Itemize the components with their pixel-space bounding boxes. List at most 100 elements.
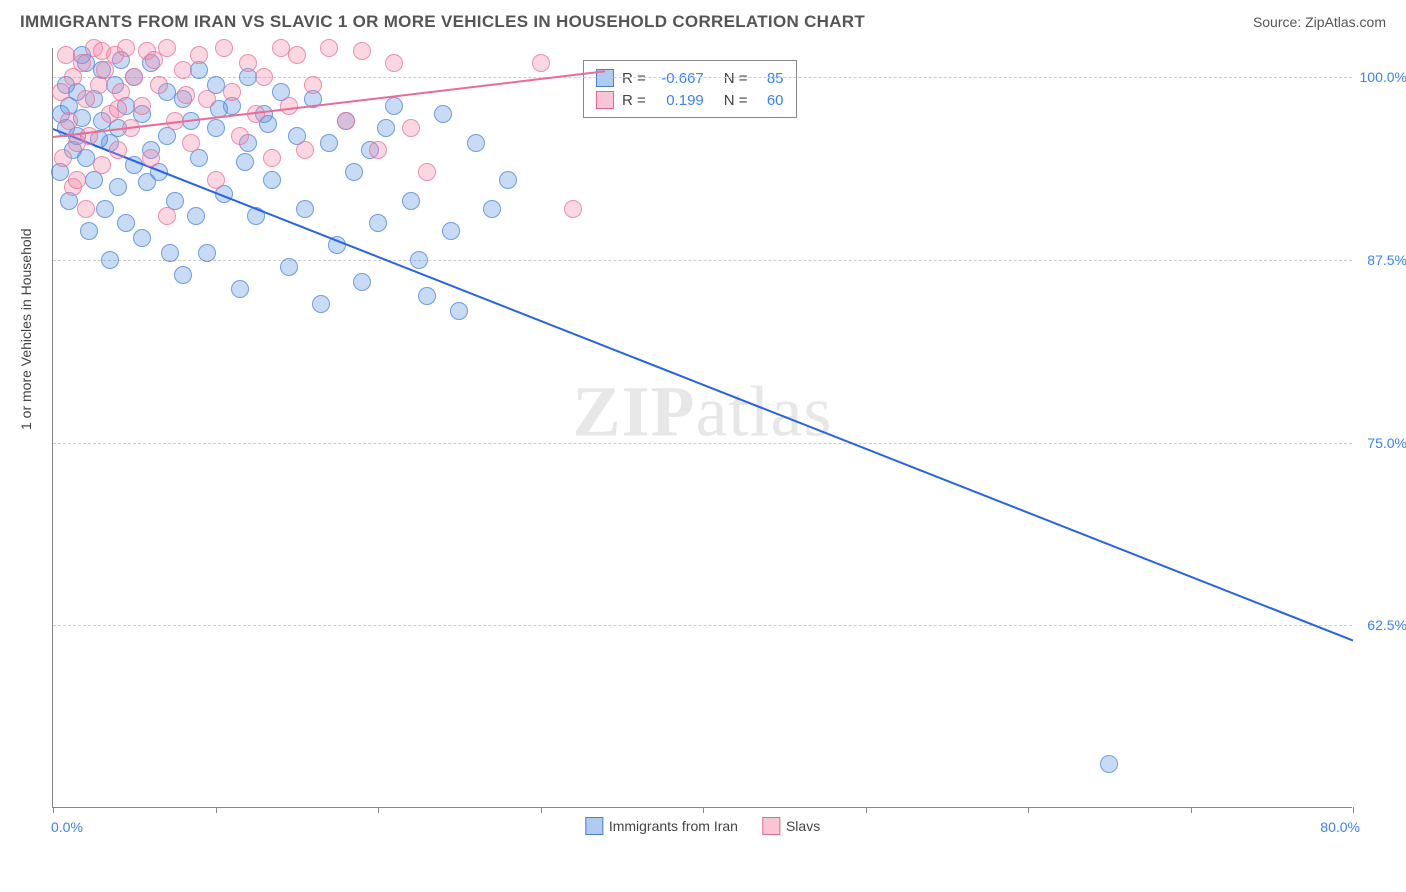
x-tick	[1191, 807, 1192, 813]
data-point	[532, 54, 550, 72]
x-axis-label-start: 0.0%	[51, 819, 83, 835]
legend-item: Slavs	[762, 817, 820, 835]
watermark-zip: ZIP	[573, 372, 696, 452]
data-point	[296, 141, 314, 159]
data-point	[174, 61, 192, 79]
data-point	[239, 54, 257, 72]
series-legend: Immigrants from Iran Slavs	[585, 817, 820, 835]
x-tick	[216, 807, 217, 813]
data-point	[263, 171, 281, 189]
data-point	[434, 105, 452, 123]
data-point	[499, 171, 517, 189]
data-point	[112, 83, 130, 101]
data-point	[353, 42, 371, 60]
data-point	[483, 200, 501, 218]
data-point	[564, 200, 582, 218]
x-tick	[703, 807, 704, 813]
r-label: R =	[622, 92, 646, 109]
data-point	[450, 302, 468, 320]
n-value: 60	[756, 92, 784, 109]
data-point	[320, 39, 338, 57]
source-prefix: Source:	[1253, 14, 1305, 30]
y-tick-label: 87.5%	[1367, 252, 1406, 268]
x-tick	[1028, 807, 1029, 813]
watermark-atlas: atlas	[696, 372, 833, 452]
data-point	[337, 112, 355, 130]
scatter-chart: ZIPatlas R =-0.667N =85R =0.199N =60 Imm…	[52, 48, 1352, 808]
data-point	[68, 171, 86, 189]
data-point	[73, 54, 91, 72]
data-point	[109, 178, 127, 196]
y-axis-title: 1 or more Vehicles in Household	[18, 228, 34, 430]
data-point	[442, 222, 460, 240]
data-point	[418, 163, 436, 181]
data-point	[402, 119, 420, 137]
data-point	[288, 46, 306, 64]
data-point	[150, 76, 168, 94]
chart-title: IMMIGRANTS FROM IRAN VS SLAVIC 1 OR MORE…	[20, 12, 865, 32]
data-point	[369, 141, 387, 159]
data-point	[54, 149, 72, 167]
data-point	[207, 171, 225, 189]
data-point	[304, 76, 322, 94]
data-point	[109, 141, 127, 159]
gridline	[53, 260, 1352, 261]
trend-line	[53, 128, 1354, 641]
y-tick-label: 75.0%	[1367, 435, 1406, 451]
data-point	[231, 280, 249, 298]
data-point	[198, 244, 216, 262]
data-point	[296, 200, 314, 218]
r-value: 0.199	[654, 92, 704, 109]
data-point	[101, 251, 119, 269]
data-point	[231, 127, 249, 145]
data-point	[353, 273, 371, 291]
data-point	[52, 83, 70, 101]
data-point	[174, 266, 192, 284]
data-point	[236, 153, 254, 171]
gridline	[53, 443, 1352, 444]
data-point	[198, 90, 216, 108]
data-point	[138, 173, 156, 191]
legend-item: Immigrants from Iran	[585, 817, 738, 835]
data-point	[255, 68, 273, 86]
data-point	[133, 97, 151, 115]
x-tick	[378, 807, 379, 813]
data-point	[117, 214, 135, 232]
data-point	[320, 134, 338, 152]
source-attribution: Source: ZipAtlas.com	[1253, 14, 1386, 30]
data-point	[223, 83, 241, 101]
legend-row: R = 0.199 N = 60	[596, 89, 784, 111]
data-point	[133, 229, 151, 247]
data-point	[345, 163, 363, 181]
data-point	[410, 251, 428, 269]
x-tick	[53, 807, 54, 813]
data-point	[77, 200, 95, 218]
data-point	[182, 134, 200, 152]
data-point	[385, 97, 403, 115]
n-label: N =	[724, 92, 748, 109]
x-tick	[1353, 807, 1354, 813]
data-point	[1100, 755, 1118, 773]
data-point	[369, 214, 387, 232]
data-point	[385, 54, 403, 72]
legend-swatch	[596, 91, 614, 109]
data-point	[80, 222, 98, 240]
data-point	[145, 51, 163, 69]
data-point	[125, 68, 143, 86]
chart-header: IMMIGRANTS FROM IRAN VS SLAVIC 1 OR MORE…	[0, 0, 1406, 40]
data-point	[418, 287, 436, 305]
data-point	[96, 200, 114, 218]
data-point	[215, 39, 233, 57]
legend-label: Slavs	[786, 818, 820, 834]
data-point	[312, 295, 330, 313]
data-point	[280, 258, 298, 276]
data-point	[109, 100, 127, 118]
data-point	[142, 149, 160, 167]
data-point	[80, 127, 98, 145]
data-point	[158, 207, 176, 225]
gridline	[53, 625, 1352, 626]
x-tick	[541, 807, 542, 813]
source-name: ZipAtlas.com	[1305, 14, 1386, 30]
data-point	[161, 244, 179, 262]
data-point	[263, 149, 281, 167]
